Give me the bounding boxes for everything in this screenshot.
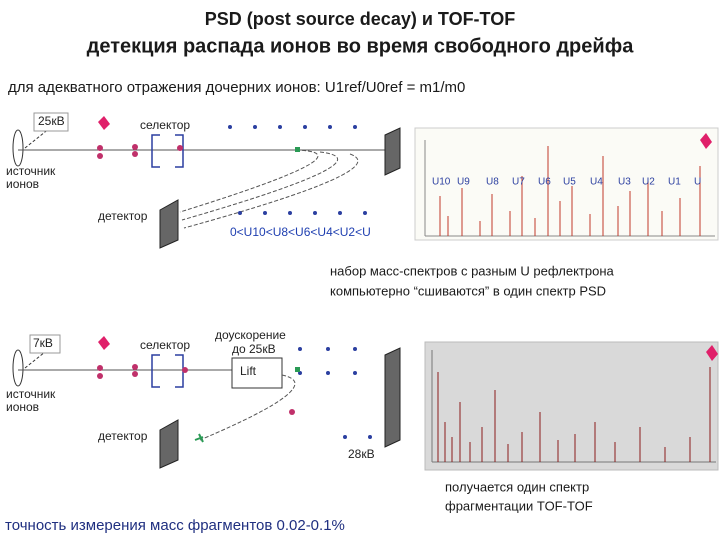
voltage-label: 25кВ (38, 114, 65, 128)
post-acceleration-label: до 25кВ (232, 342, 276, 356)
psd-spectrum: U10 U9 U8 U7 U6 U5 U4 U3 U2 U1 U (414, 127, 719, 241)
spectrum-label: U10 (432, 177, 451, 188)
selector-label: селектор (140, 338, 190, 352)
lift-box (231, 357, 283, 389)
ion-source (12, 129, 24, 167)
reflectron-label: 0<U10<U8<U6<U4<U2<U (230, 225, 371, 239)
detector (159, 199, 179, 249)
note2-line: получается один спектр (445, 479, 589, 494)
post-acceleration-label: доускорение (215, 328, 286, 342)
selector-label: селектор (140, 118, 190, 132)
source-label: ионов (6, 177, 39, 191)
reflectron (384, 127, 401, 176)
detector-label: детектор (98, 209, 148, 223)
spectrum-label: U1 (668, 177, 681, 188)
spectrum-label: U4 (590, 177, 603, 188)
spectrum-label: U8 (486, 177, 499, 188)
detector (159, 419, 179, 469)
psd-diagram: 25кВ селектор источник ионов детектор 0<… (6, 112, 401, 249)
end-voltage-label: 28кВ (348, 447, 375, 461)
reflectron (384, 347, 401, 448)
title-line2: детекция распада ионов во время свободно… (87, 35, 635, 57)
spectrum-label: U6 (538, 177, 551, 188)
ion-source (12, 349, 24, 387)
footer: точность измерения масс фрагментов 0.02-… (5, 517, 345, 534)
voltage-label: 7кВ (33, 336, 53, 350)
spectrum-label: U (694, 177, 701, 188)
lift-label: Lift (240, 364, 257, 378)
source-label: источник (6, 387, 56, 401)
spectrum-label: U5 (563, 177, 576, 188)
source-label: ионов (6, 400, 39, 414)
spectrum-label: U3 (618, 177, 631, 188)
title-line1: PSD (post source decay) и TOF-TOF (205, 9, 515, 29)
spectrum-label: U9 (457, 177, 470, 188)
tof-diagram: 7кВ селектор доускорение до 25кВ Lift ис… (6, 328, 401, 469)
tof-spectrum (424, 341, 719, 471)
note1-line: компьютерно “сшиваются” в один спектр PS… (330, 283, 606, 298)
spectrum-label: U7 (512, 177, 525, 188)
subtitle: для адекватного отражения дочерних ионов… (8, 79, 465, 96)
note2-line: фрагментации TOF-TOF (445, 498, 593, 513)
note1-line: набор масс-спектров с разным U рефлектро… (330, 263, 615, 278)
source-label: источник (6, 164, 56, 178)
spectrum-label: U2 (642, 177, 655, 188)
detector-label: детектор (98, 429, 148, 443)
